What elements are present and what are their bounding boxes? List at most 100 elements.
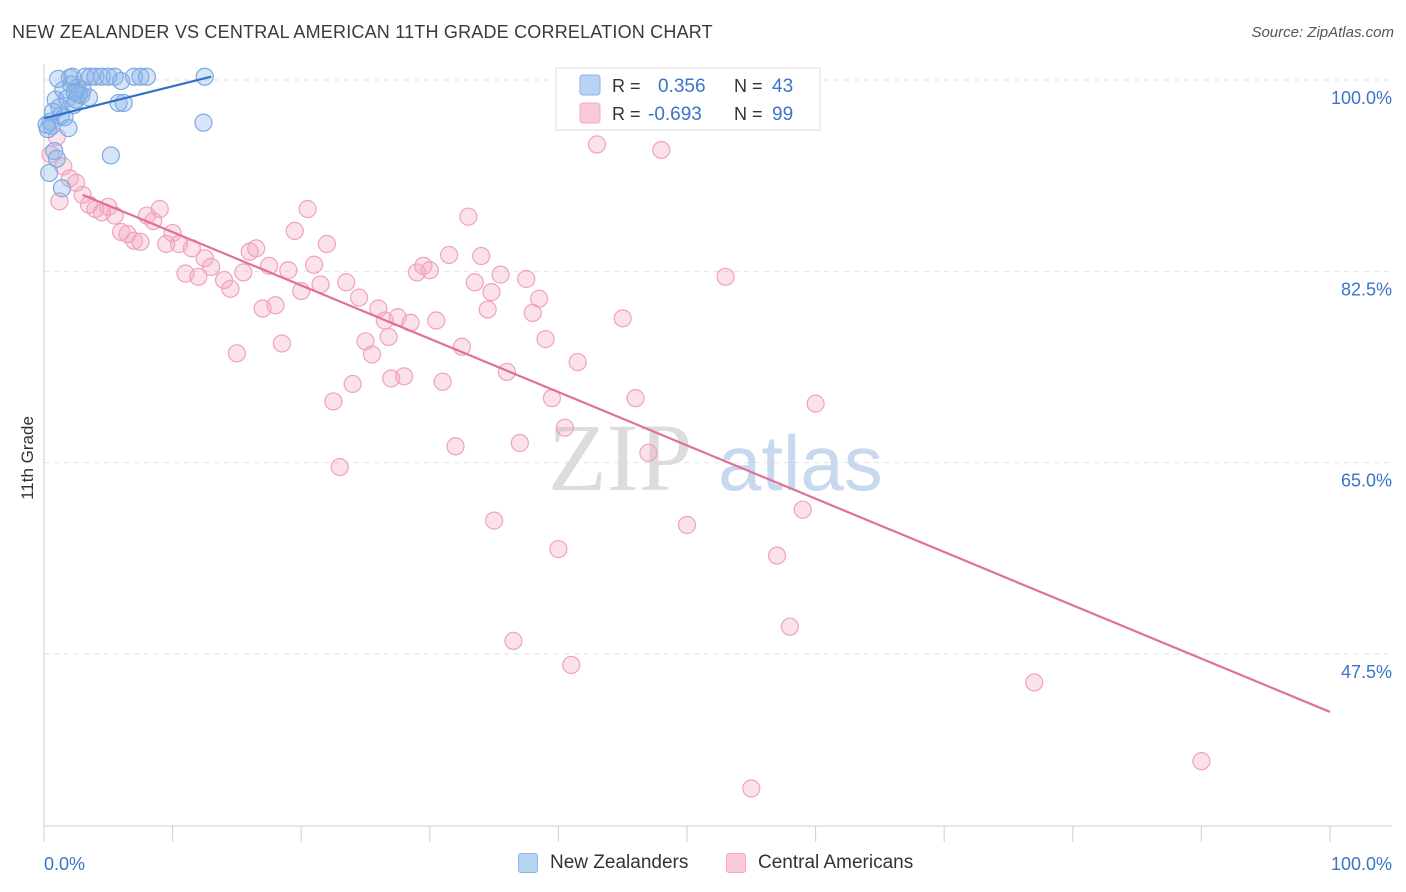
central-american-point — [221, 279, 240, 298]
central-american-point — [562, 655, 581, 675]
central-american-point — [806, 394, 825, 413]
legend-swatch-new-zealanders — [518, 853, 538, 873]
new-zealander-point — [52, 179, 72, 198]
y-tick-label: 100.0% — [1331, 88, 1392, 108]
central-american-point — [793, 500, 812, 519]
new-zealander-point — [124, 67, 144, 86]
central-american-point — [459, 207, 478, 226]
central-american-point — [433, 372, 452, 391]
new-zealander-point — [101, 146, 120, 165]
tick-labels: 100.0% 82.5% 65.0% 47.5% 0.0% 100.0% — [44, 88, 1392, 874]
central-american-point — [337, 273, 356, 292]
new-zealander-point — [92, 67, 111, 86]
legend-swatch-central-americans — [726, 853, 746, 873]
central-american-point — [362, 345, 382, 364]
central-american-point — [677, 515, 697, 535]
central-american-point — [517, 269, 536, 289]
central-american-point — [189, 267, 208, 286]
central-american-point — [330, 457, 349, 477]
legend-n-label-ca: N = — [734, 104, 763, 124]
new-zealander-point — [37, 115, 56, 134]
central-american-point — [439, 245, 459, 265]
y-tick-label: 82.5% — [1341, 279, 1392, 299]
new-zealander-point — [59, 119, 78, 138]
x-tick-label-max: 100.0% — [1331, 854, 1392, 874]
new-zealander-point — [47, 149, 66, 168]
central-american-point — [420, 261, 439, 280]
trendlines — [43, 75, 1331, 713]
central-american-point — [234, 263, 253, 282]
gridlines — [44, 79, 1392, 655]
central-american-point — [272, 334, 292, 353]
central-american-point — [549, 539, 568, 559]
central-american-point — [568, 352, 587, 372]
central-american-point — [298, 199, 317, 219]
new-zealander-point — [40, 163, 59, 183]
central-american-point — [485, 511, 504, 530]
central-american-point — [504, 631, 523, 650]
central-american-point — [742, 779, 761, 798]
new-zealander-point — [194, 113, 213, 132]
axes — [43, 64, 1392, 842]
central-american-point — [491, 265, 510, 284]
central-american-point — [157, 234, 176, 254]
central-american-point — [379, 327, 398, 347]
legend-n-value-ca: 99 — [772, 104, 793, 125]
central-american-point — [639, 443, 658, 462]
central-american-point — [343, 374, 362, 394]
central-american-point — [482, 283, 501, 302]
new-zealander-point — [86, 67, 105, 86]
central-american-point — [530, 289, 549, 308]
central-americans-points — [41, 127, 1211, 798]
chart-title: NEW ZEALANDER VS CENTRAL AMERICAN 11TH G… — [12, 22, 713, 42]
watermark-atlas: atlas — [718, 419, 883, 507]
central-american-point — [555, 418, 574, 437]
legend-n-label-nz: N = — [734, 76, 763, 96]
new-zealander-point — [131, 67, 150, 86]
central-american-point — [1192, 752, 1211, 771]
central-american-point — [1025, 673, 1044, 692]
central-american-point — [478, 300, 497, 319]
new-zealander-point — [195, 67, 214, 86]
x-tick-label-min: 0.0% — [44, 854, 85, 874]
new-zealanders-trendline — [43, 75, 212, 120]
central-american-point — [510, 433, 529, 453]
central-american-point — [317, 234, 337, 254]
central-american-point — [780, 617, 799, 636]
central-american-point — [349, 288, 369, 307]
central-american-point — [472, 246, 491, 266]
new-zealander-point — [63, 67, 82, 86]
central-american-point — [652, 140, 671, 160]
central-american-point — [247, 239, 266, 258]
central-american-point — [124, 231, 144, 250]
legend-r-value-ca: -0.693 — [648, 104, 702, 125]
central-american-point — [446, 437, 465, 456]
legend-item-central-americans[interactable]: Central Americans — [726, 852, 913, 874]
legend-item-new-zealanders[interactable]: New Zealanders — [518, 852, 688, 874]
central-american-point — [613, 309, 632, 328]
central-american-point — [304, 255, 324, 274]
y-tick-label: 47.5% — [1341, 662, 1392, 682]
y-tick-label: 65.0% — [1341, 471, 1392, 491]
central-american-point — [536, 330, 555, 349]
new-zealander-point — [65, 82, 84, 102]
watermark: ZIP atlas — [548, 404, 883, 511]
bottom-legend: New Zealanders Central Americans — [0, 848, 1406, 882]
legend-label-central-americans: Central Americans — [758, 852, 914, 873]
legend-swatch-ca — [579, 102, 601, 124]
central-american-point — [131, 232, 150, 251]
source-label: Source: ZipAtlas.com — [1251, 24, 1394, 41]
legend-r-label-nz: R = — [612, 76, 641, 96]
central-american-point — [202, 257, 221, 277]
new-zealander-point — [49, 69, 68, 89]
central-american-point — [227, 344, 246, 363]
legend-r-value-nz: 0.356 — [658, 76, 706, 97]
central-american-point — [285, 221, 304, 240]
central-american-point — [767, 546, 787, 565]
central-american-point — [394, 367, 414, 386]
legend-label-new-zealanders: New Zealanders — [550, 852, 689, 873]
central-american-point — [427, 311, 446, 330]
central-american-point — [324, 392, 343, 411]
central-american-point — [465, 273, 484, 292]
